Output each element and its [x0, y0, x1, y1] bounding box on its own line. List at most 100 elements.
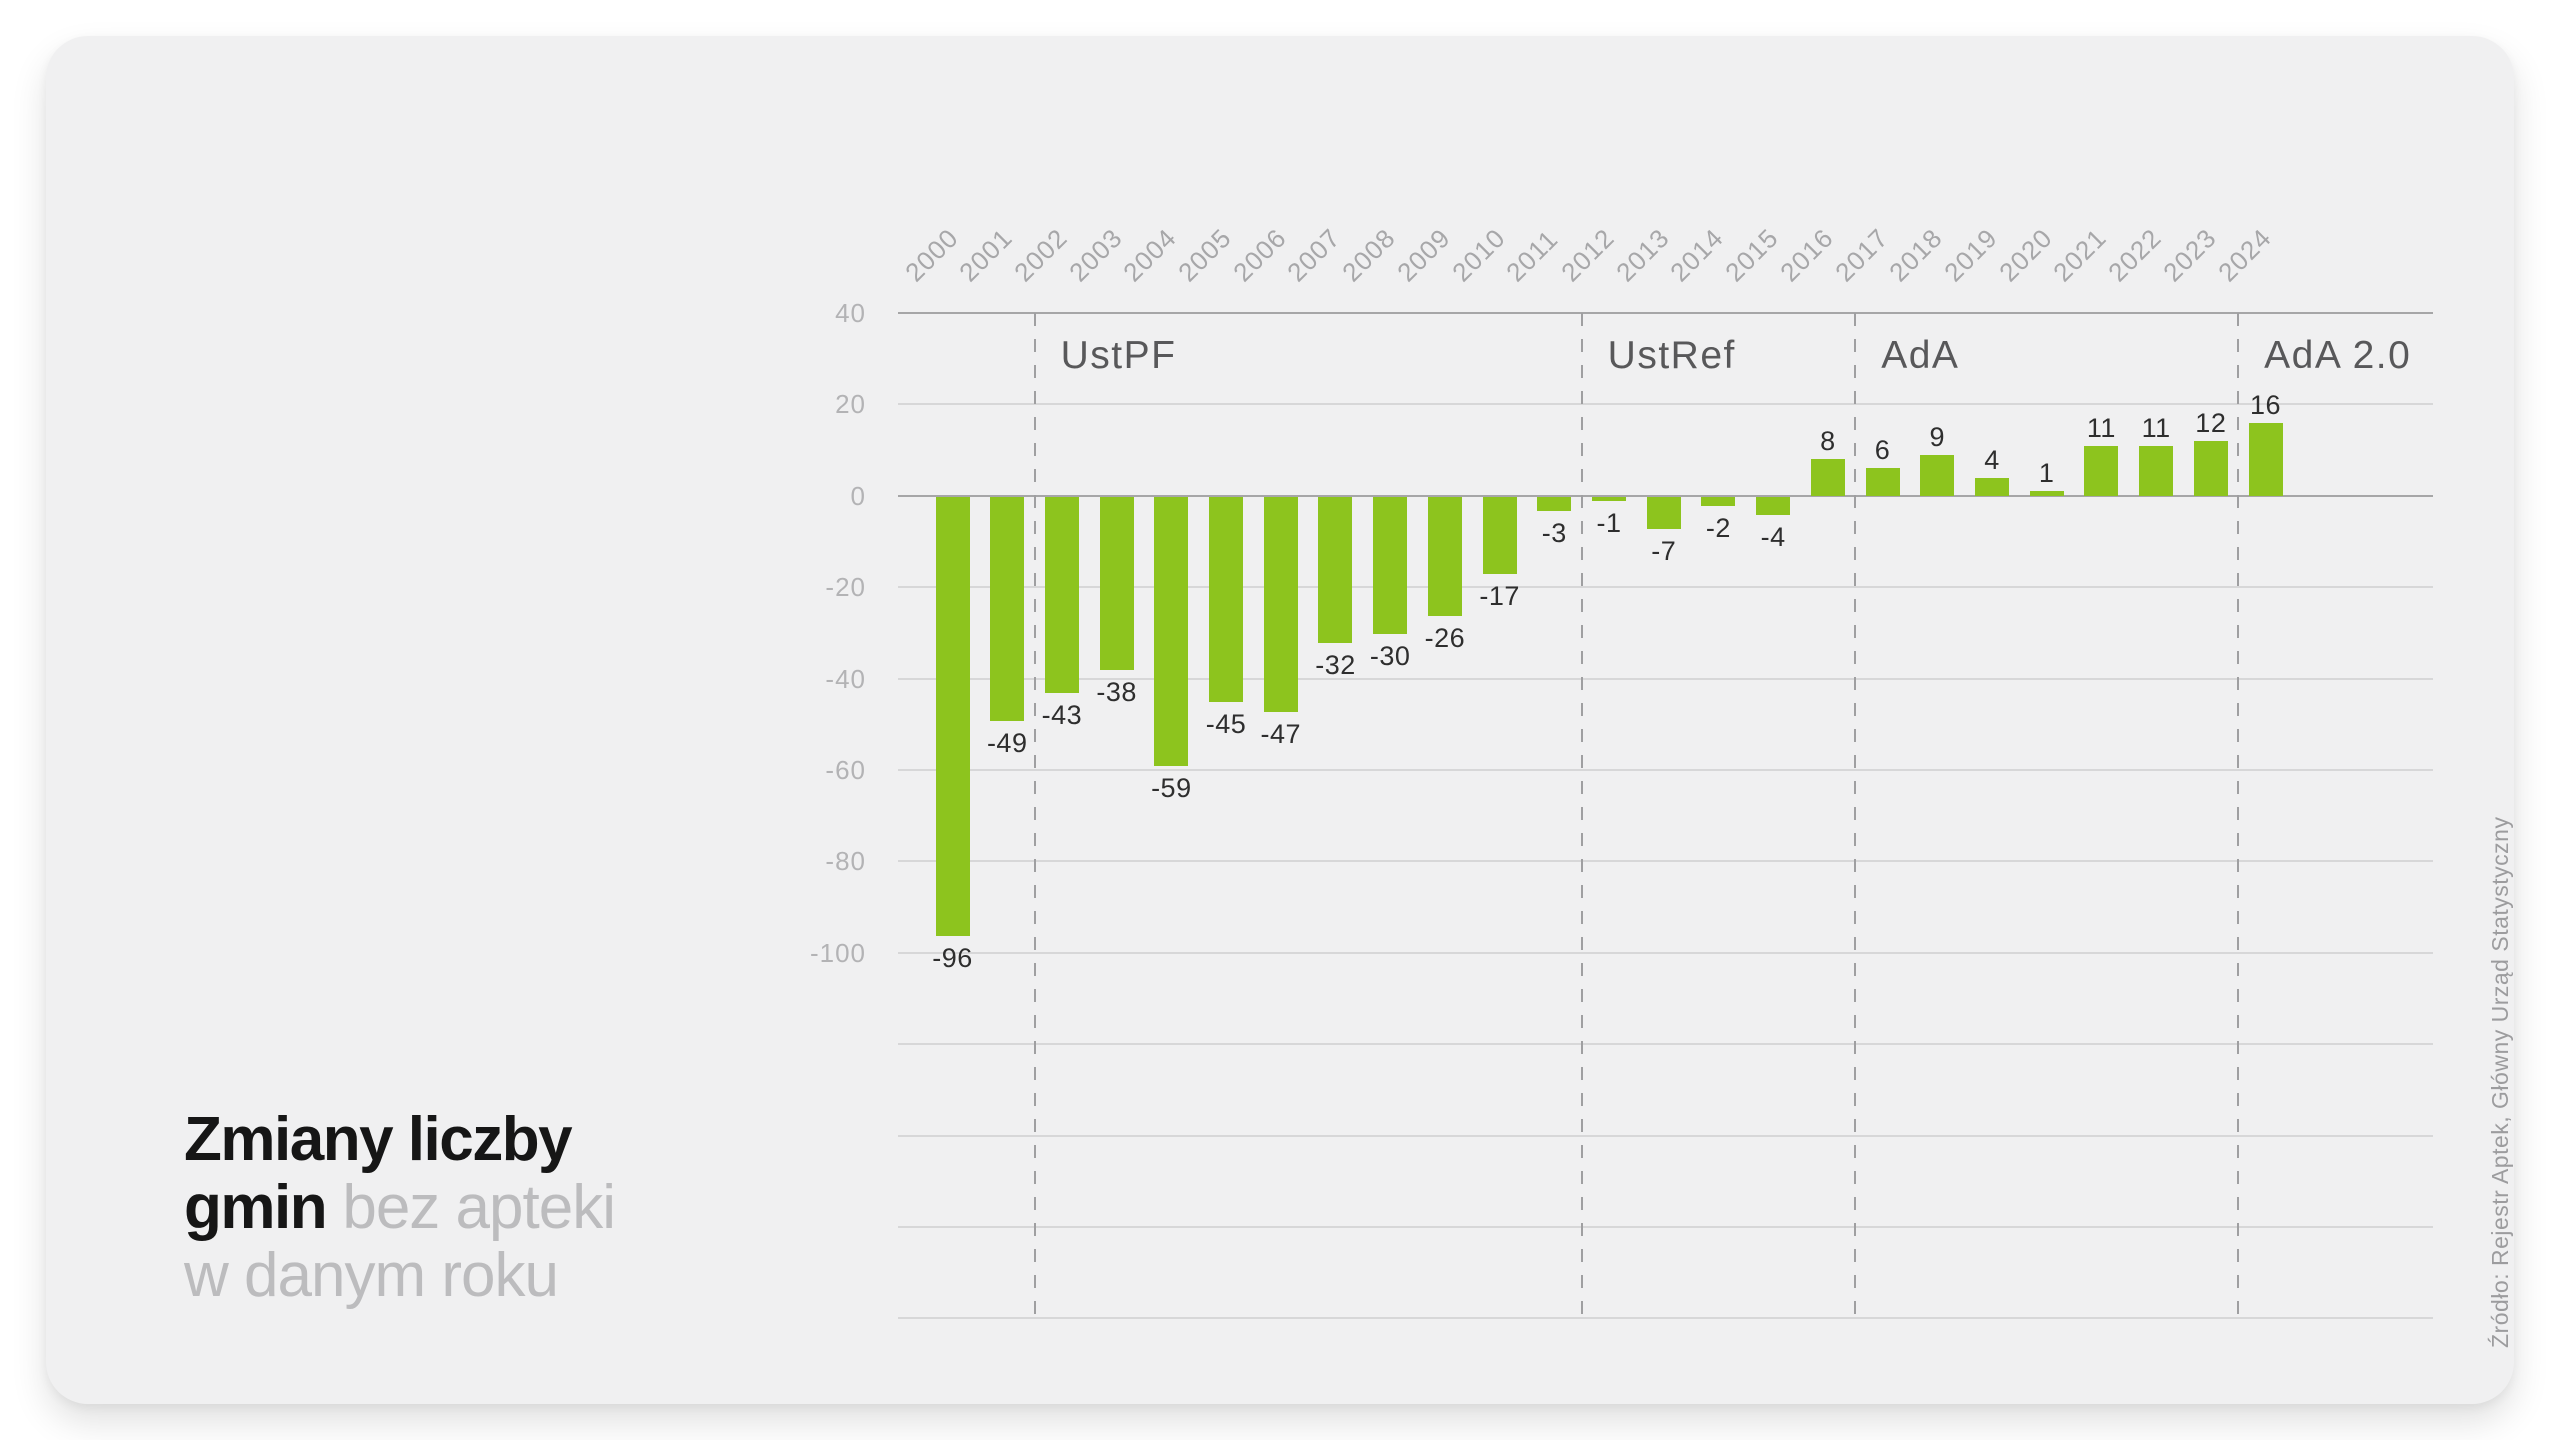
gridline: [898, 494, 2433, 497]
chart-card: 40 20 0 -20 -40 -60 -80 -100 -96 2000 -49 2001 -43 20…: [46, 36, 2514, 1404]
bar-value-label: 9: [1929, 421, 1946, 452]
year-label: 2011: [1500, 223, 1565, 288]
bar-value-label: -17: [1479, 581, 1520, 612]
y-axis-tick-label: -40: [825, 663, 866, 694]
bar-value-label: -59: [1151, 773, 1192, 804]
bar-value-label: 1: [2038, 458, 2055, 489]
gridline: [898, 677, 2433, 680]
chart-title-bold-line1: Zmiany liczby: [184, 1105, 573, 1174]
region-label: AdA 2.0: [2264, 334, 2412, 377]
bar-value-label: -30: [1369, 640, 1411, 671]
bar-2006: [1263, 496, 1298, 712]
bar-2005: [1209, 496, 1244, 703]
region-divider: [1854, 313, 1857, 1319]
region-divider: [1033, 313, 1036, 1319]
bar-2010: [1482, 496, 1517, 575]
bar-2003: [1099, 496, 1134, 671]
bar-2019: [1974, 477, 2009, 496]
bar-2017: [1865, 468, 1900, 496]
bar-2015: [1756, 496, 1791, 516]
bar-value-label: 8: [1820, 426, 1836, 457]
bar-value-label: -43: [1041, 700, 1083, 731]
gridline: [898, 1134, 2433, 1137]
region-label: UstRef: [1607, 334, 1736, 377]
year-label: 2020: [1992, 222, 2058, 288]
bar-2018: [1920, 454, 1955, 496]
year-label: 2006: [1226, 222, 1292, 288]
year-label: 2021: [2047, 222, 2113, 288]
year-label: 2010: [1445, 222, 1511, 288]
bar-2004: [1154, 496, 1189, 767]
region-divider: [2237, 313, 2240, 1319]
gridline: [898, 1226, 2433, 1228]
bar-value-label: 16: [2250, 389, 2282, 420]
bar-2000: [935, 496, 970, 936]
y-axis-tick-label: 40: [835, 298, 866, 328]
gridline: [898, 951, 2433, 954]
bar-value-label: 6: [1874, 435, 1891, 466]
year-label: 2001: [953, 222, 1019, 288]
year-label: 2024: [2211, 222, 2277, 288]
y-axis-tick-label: -60: [825, 755, 866, 785]
year-label: 2013: [1609, 222, 1675, 288]
bar-value-label: -45: [1205, 709, 1247, 740]
chart-title-light-part: bez apteki: [342, 1173, 616, 1242]
bar-value-label: -49: [986, 727, 1028, 758]
bar-value-label: -4: [1760, 522, 1786, 553]
bar-value-label: 11: [2141, 412, 2171, 443]
gridline: [898, 769, 2433, 771]
year-label: 2007: [1281, 222, 1347, 288]
bar-2013: [1646, 496, 1681, 529]
chart-title-bold-word: gmin: [184, 1173, 328, 1242]
bar-2014: [1701, 496, 1736, 506]
y-axis-tick-label: 20: [835, 389, 866, 420]
bar-value-label: -96: [932, 942, 973, 973]
y-axis-tick-label: -20: [825, 572, 866, 603]
bar-chart-plot-area: 40 20 0 -20 -40 -60 -80 -100 -96 2000 -49 2001 -43 20…: [46, 36, 2514, 1404]
year-label: 2019: [1938, 222, 2004, 288]
region-label: UstPF: [1060, 334, 1177, 377]
year-label: 2023: [2157, 222, 2222, 288]
bar-2002: [1044, 496, 1079, 694]
bar-value-label: -1: [1596, 508, 1622, 539]
year-label: 2000: [898, 222, 964, 288]
bar-value-label: -2: [1705, 512, 1731, 543]
gridline: [898, 586, 2433, 589]
bar-value-label: -3: [1541, 517, 1567, 548]
bar-value-label: -32: [1315, 650, 1356, 681]
gridline: [898, 1043, 2433, 1046]
year-label: 2008: [1336, 222, 1402, 288]
year-label: 2014: [1664, 222, 1730, 288]
chart-title-light-line3: w danym roku: [184, 1241, 559, 1310]
gridline: [898, 860, 2433, 863]
bar-value-label: 11: [2086, 412, 2116, 443]
bar-2023: [2193, 440, 2228, 496]
y-axis-tick-label: 0: [850, 480, 866, 511]
bar-value-label: -26: [1424, 622, 1466, 653]
bar-value-label: 4: [1984, 444, 2000, 475]
bar-value-label: -7: [1651, 535, 1677, 566]
bar-2009: [1427, 496, 1462, 616]
year-label: 2016: [1774, 222, 1840, 288]
year-label: 2022: [2102, 222, 2168, 288]
bar-value-label: -38: [1096, 677, 1137, 708]
bar-2012: [1592, 496, 1627, 502]
year-label: 2009: [1391, 222, 1457, 288]
bar-2001: [990, 496, 1025, 721]
bar-2007: [1318, 496, 1353, 644]
bar-2021: [2084, 445, 2119, 496]
year-label: 2012: [1555, 222, 1621, 288]
year-label: 2005: [1172, 222, 1238, 288]
bar-2022: [2139, 445, 2174, 496]
year-label: 2003: [1062, 222, 1128, 288]
y-axis-tick-label: -80: [825, 846, 866, 877]
source-credit: Źródło: Rejestr Aptek, Główny Urząd Stat…: [2487, 816, 2513, 1348]
bar-2011: [1537, 496, 1572, 511]
region-divider: [1580, 313, 1583, 1319]
bar-2016: [1810, 459, 1845, 496]
bar-value-label: -47: [1260, 718, 1302, 749]
gridline: [898, 312, 2433, 314]
year-label: 2017: [1828, 222, 1894, 288]
y-axis-tick-label: -100: [809, 937, 866, 968]
